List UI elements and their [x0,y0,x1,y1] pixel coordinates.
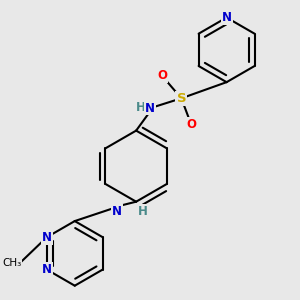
Text: N: N [42,231,52,244]
Text: N: N [42,263,52,276]
Text: H: H [136,100,146,113]
Text: N: N [222,11,232,24]
Text: O: O [157,69,167,82]
Text: CH₃: CH₃ [2,258,21,268]
Text: N: N [145,101,155,115]
Text: O: O [186,118,196,131]
Text: H: H [138,205,148,218]
Text: S: S [177,92,186,105]
Text: N: N [112,205,122,218]
